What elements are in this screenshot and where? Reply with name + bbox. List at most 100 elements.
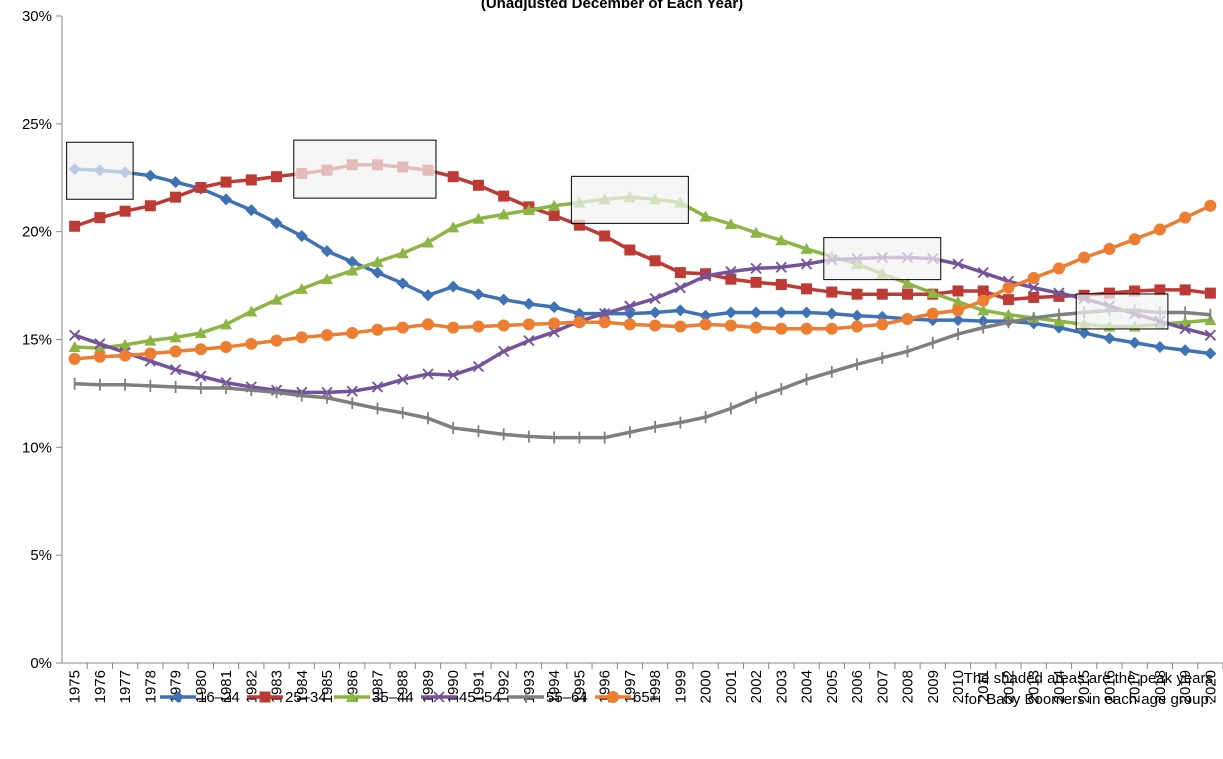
y-tick-label: 25% xyxy=(22,116,52,133)
marker xyxy=(548,301,561,314)
marker xyxy=(876,288,888,300)
x-tick-label: 2009 xyxy=(925,670,942,703)
marker xyxy=(1153,341,1166,354)
marker xyxy=(825,307,838,320)
marker xyxy=(1204,347,1217,360)
y-tick-label: 0% xyxy=(30,655,52,672)
marker xyxy=(1153,223,1166,236)
legend-label: 65+ xyxy=(633,689,659,706)
marker xyxy=(270,334,283,347)
marker xyxy=(699,210,712,222)
marker xyxy=(220,341,233,354)
highlight-box xyxy=(1075,293,1169,330)
marker xyxy=(1027,272,1040,285)
marker xyxy=(472,288,485,301)
x-tick-label: 2014 xyxy=(1051,670,1068,703)
marker xyxy=(523,334,535,347)
series-line xyxy=(74,167,1211,356)
x-tick-label: 1980 xyxy=(193,670,210,703)
marker xyxy=(607,691,619,703)
marker xyxy=(472,360,485,373)
x-tick-label: 2020 xyxy=(1202,670,1219,703)
x-tick-label: 1976 xyxy=(92,670,109,703)
marker xyxy=(573,307,586,320)
x-tick-label: 1990 xyxy=(445,670,462,703)
series xyxy=(69,159,1216,306)
marker xyxy=(599,230,611,242)
marker xyxy=(624,300,636,312)
x-tick-label: 2013 xyxy=(1026,670,1043,703)
marker xyxy=(119,338,132,350)
marker xyxy=(599,307,611,320)
marker xyxy=(649,255,661,267)
marker xyxy=(901,277,914,289)
marker xyxy=(775,322,788,335)
marker xyxy=(1078,327,1091,340)
marker xyxy=(522,297,535,310)
marker xyxy=(169,345,182,358)
x-tick-label: 1985 xyxy=(319,670,336,703)
highlight-box xyxy=(66,141,134,200)
x-tick-label: 1989 xyxy=(420,670,437,703)
marker xyxy=(170,191,182,203)
marker xyxy=(346,255,359,268)
marker xyxy=(1179,323,1191,335)
series-line xyxy=(74,308,1211,440)
marker xyxy=(321,273,334,285)
marker xyxy=(346,327,359,340)
marker xyxy=(396,247,409,259)
marker xyxy=(447,171,459,183)
marker xyxy=(724,218,737,230)
marker xyxy=(1103,242,1116,255)
x-tick-label: 1982 xyxy=(243,670,260,703)
marker xyxy=(800,306,813,319)
marker xyxy=(1053,287,1065,299)
highlight-box xyxy=(823,237,942,281)
marker xyxy=(321,329,334,342)
marker xyxy=(522,204,535,216)
annotation: for Baby Boomers in each age group. xyxy=(965,691,1213,708)
marker xyxy=(295,331,308,344)
marker xyxy=(397,373,409,386)
x-tick-label: 1995 xyxy=(571,670,588,703)
legend-label: 16–24 xyxy=(198,689,240,706)
marker xyxy=(825,322,838,335)
x-tick-label: 2018 xyxy=(1152,670,1169,703)
chart-subtitle: (Unadjusted December of Each Year) xyxy=(481,0,743,12)
marker xyxy=(1103,287,1115,299)
marker xyxy=(194,327,207,339)
marker xyxy=(1053,290,1065,302)
marker xyxy=(724,306,737,319)
marker xyxy=(68,329,81,341)
marker xyxy=(624,244,636,256)
marker xyxy=(649,306,662,319)
marker xyxy=(295,229,308,242)
marker xyxy=(396,277,409,290)
marker xyxy=(801,283,813,295)
marker xyxy=(775,234,788,246)
x-tick-label: 2015 xyxy=(1076,670,1093,703)
marker xyxy=(94,212,106,224)
legend-label: 25–34 xyxy=(285,689,327,706)
marker xyxy=(750,306,763,319)
x-tick-label: 1977 xyxy=(117,670,134,703)
marker xyxy=(674,282,686,294)
marker xyxy=(1002,281,1015,294)
marker xyxy=(421,318,434,331)
marker xyxy=(346,264,359,276)
marker xyxy=(447,321,460,334)
marker xyxy=(951,295,964,307)
x-tick-label: 2017 xyxy=(1127,670,1144,703)
marker xyxy=(775,306,788,319)
marker xyxy=(472,320,485,333)
marker xyxy=(194,343,207,356)
marker xyxy=(245,174,257,186)
x-tick-label: 2005 xyxy=(824,670,841,703)
marker xyxy=(68,341,81,353)
marker xyxy=(851,288,863,300)
marker xyxy=(977,294,990,307)
marker xyxy=(1179,284,1191,296)
marker xyxy=(750,321,763,334)
marker xyxy=(674,320,687,333)
marker xyxy=(220,193,233,206)
